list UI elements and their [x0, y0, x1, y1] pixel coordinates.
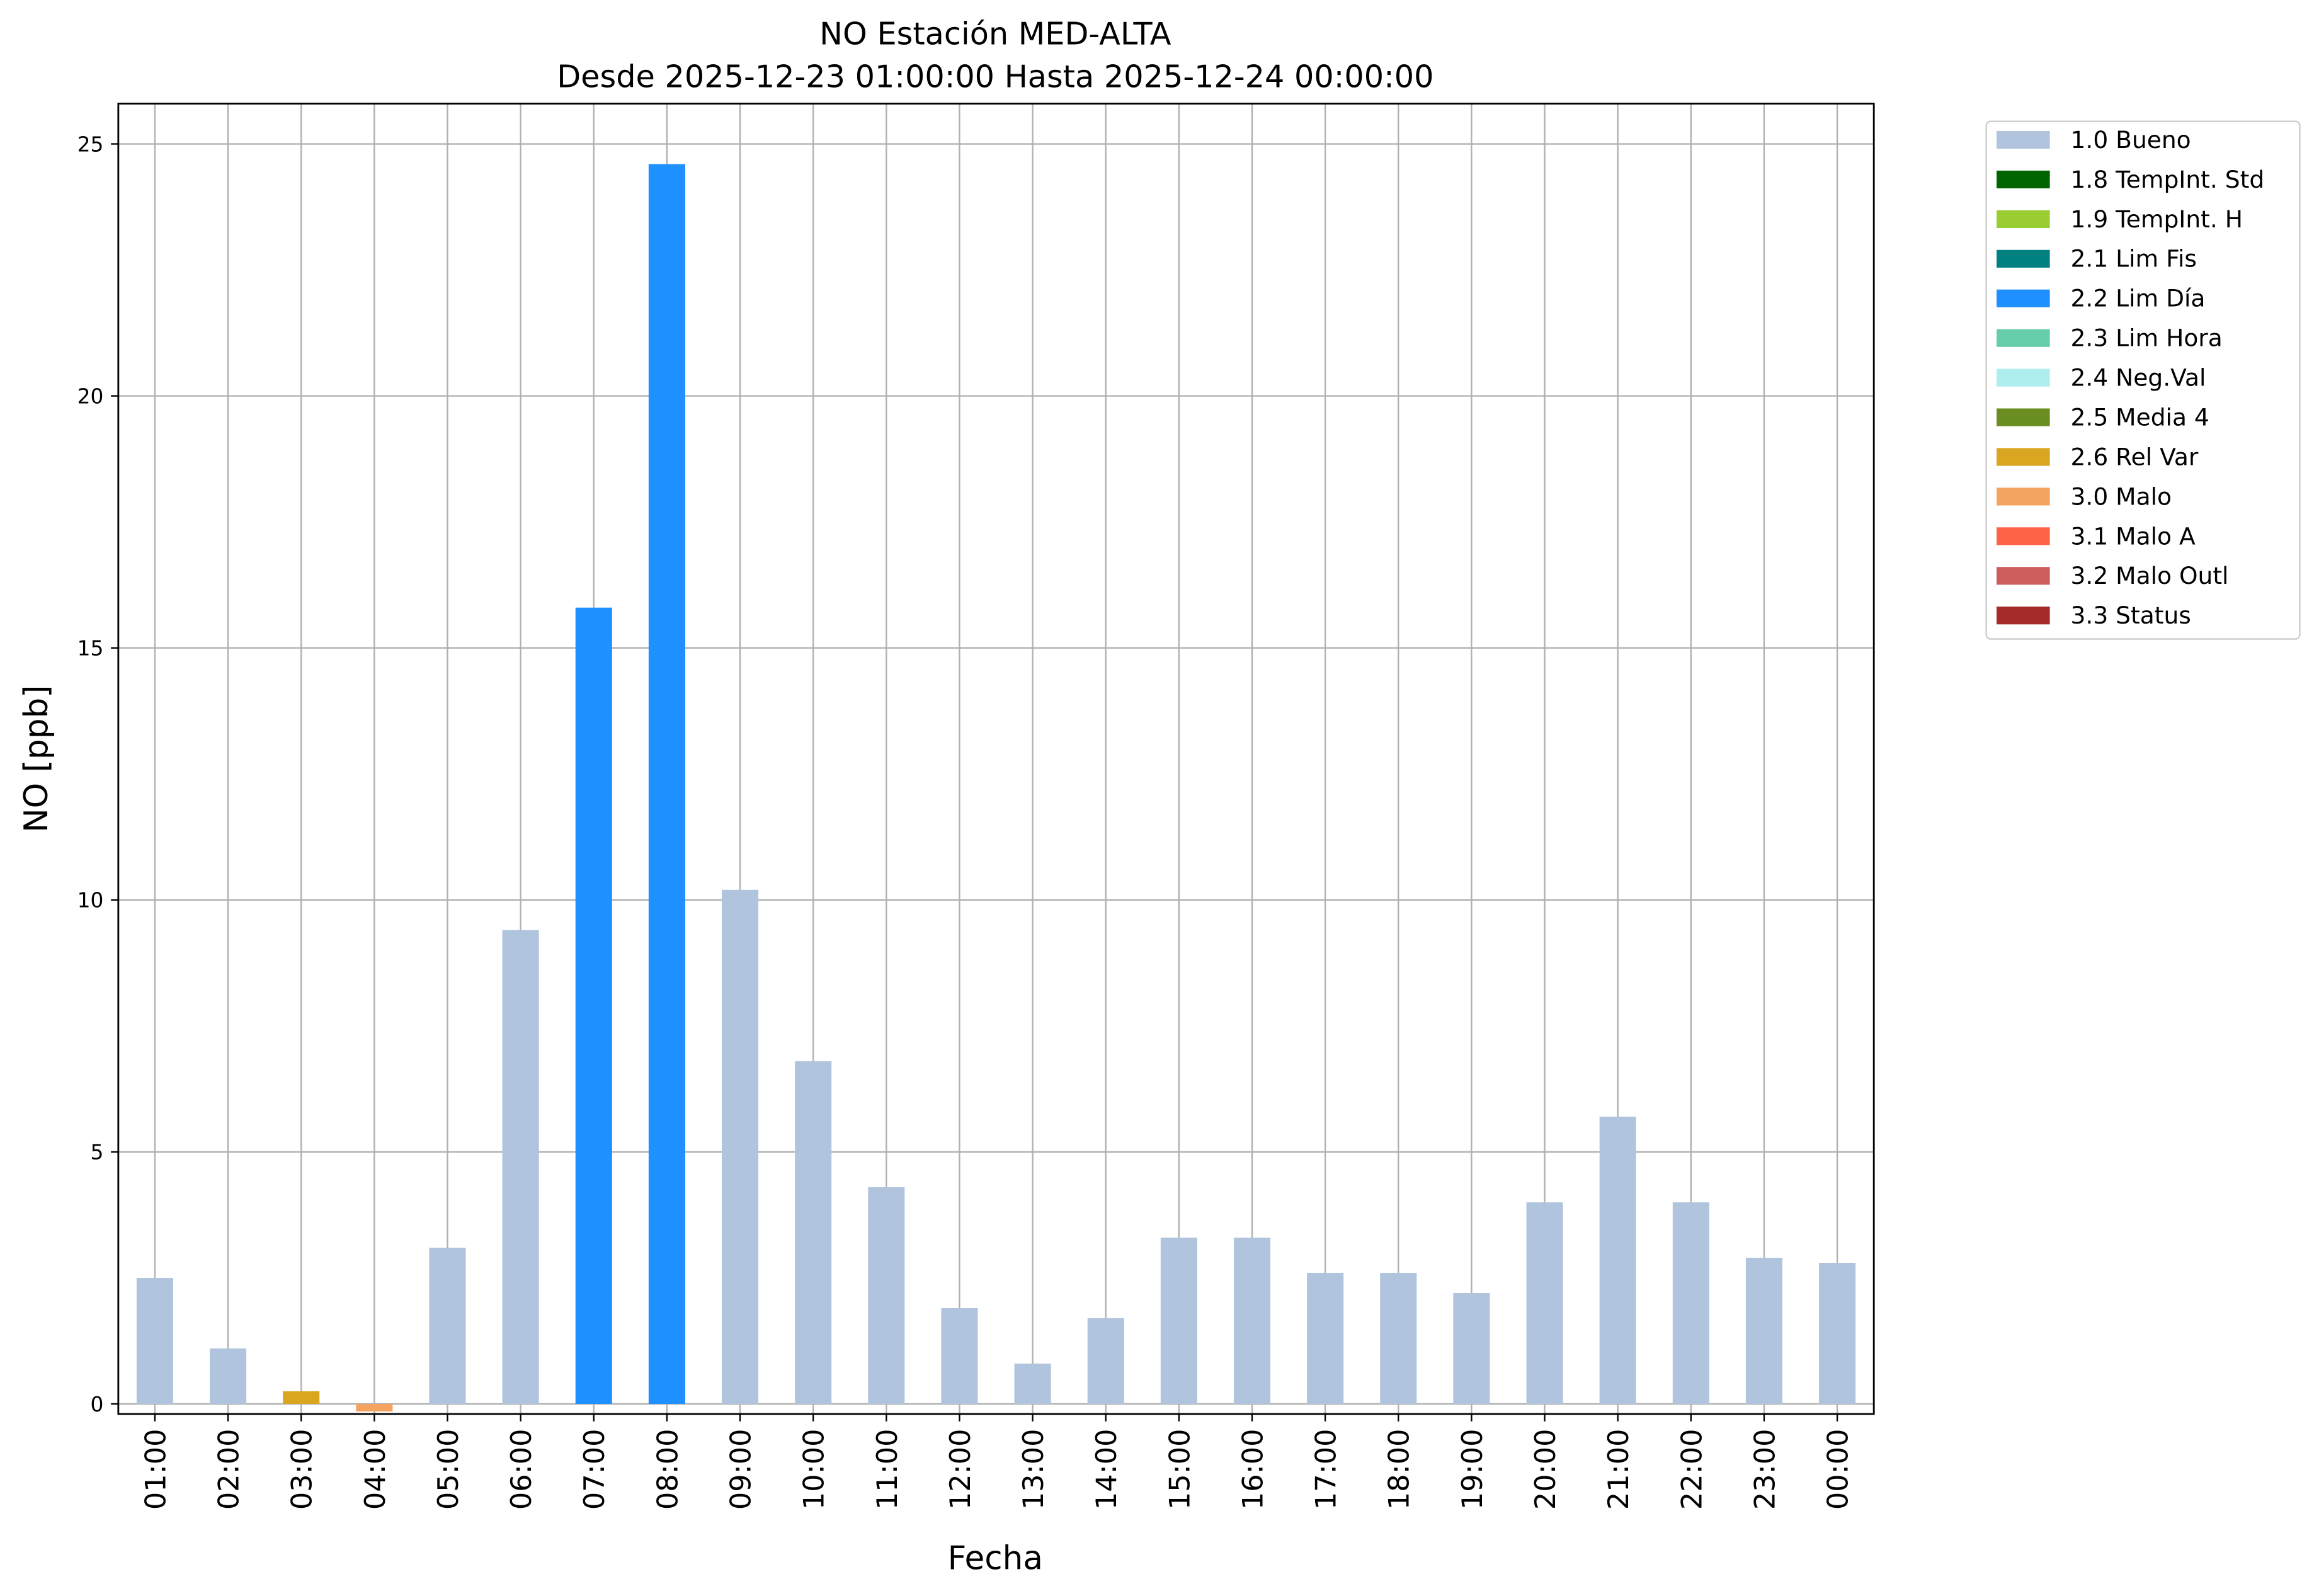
bar [1160, 1237, 1197, 1405]
legend-label: 2.1 Lim Fis [2071, 245, 2197, 273]
bars [136, 164, 1856, 1412]
bar [795, 1061, 832, 1405]
legend-label: 1.8 TempInt. Std [2071, 166, 2265, 193]
x-tick-label: 20:00 [1529, 1429, 1562, 1510]
legend-swatch [1997, 408, 2050, 426]
x-tick-label: 03:00 [286, 1429, 319, 1510]
bar [502, 930, 539, 1405]
legend-label: 2.4 Neg.Val [2071, 364, 2206, 392]
legend-swatch [1997, 487, 2050, 506]
x-tick-label: 22:00 [1675, 1429, 1708, 1510]
bar [210, 1348, 247, 1405]
legend-swatch [1997, 329, 2050, 347]
x-axis-label: Fecha [948, 1540, 1043, 1578]
chart-subtitle: Desde 2025-12-23 01:00:00 Hasta 2025-12-… [557, 59, 1433, 95]
bar [1453, 1292, 1490, 1405]
legend-label: 3.0 Malo [2071, 482, 2172, 510]
legend-swatch [1997, 130, 2050, 149]
bar [1672, 1202, 1709, 1405]
bar [868, 1187, 905, 1405]
legend-swatch [1997, 210, 2050, 228]
x-tick-label: 21:00 [1602, 1429, 1635, 1510]
x-tick-label: 10:00 [798, 1429, 831, 1510]
legend-label: 2.5 Media 4 [2071, 403, 2209, 431]
axes: 0 5 10 15 20 25 01:00 02:00 03:00 04:00 05:00 06:00… [77, 132, 1855, 1510]
x-tick-label: 14:00 [1090, 1429, 1123, 1510]
y-tick-label: 10 [77, 888, 104, 913]
x-tick-label: 09:00 [724, 1429, 757, 1510]
y-tick-label: 0 [90, 1392, 103, 1416]
y-tick-label: 15 [77, 636, 104, 660]
x-tick-label: 19:00 [1456, 1429, 1489, 1510]
x-tick-label: 06:00 [505, 1429, 538, 1510]
x-tick-label: 12:00 [944, 1429, 977, 1510]
chart-title: NO Estación MED-ALTA [819, 16, 1171, 52]
legend-label: 3.1 Malo A [2071, 522, 2196, 550]
y-tick-label: 5 [90, 1140, 103, 1165]
plot-frame [117, 103, 1875, 1415]
x-tick-label: 15:00 [1163, 1429, 1196, 1510]
bar [1819, 1262, 1856, 1405]
legend-swatch [1997, 249, 2050, 268]
y-tick-label: 20 [77, 384, 104, 408]
x-tick-label: 01:00 [139, 1429, 172, 1510]
legend-label: 1.9 TempInt. H [2071, 205, 2243, 233]
bar [283, 1391, 320, 1405]
x-tick-label: 13:00 [1017, 1429, 1050, 1510]
bar [136, 1277, 173, 1405]
x-tick-label: 08:00 [651, 1429, 684, 1510]
legend-swatch [1997, 289, 2050, 307]
x-tick-label: 11:00 [871, 1429, 904, 1510]
x-tick-label: 23:00 [1748, 1429, 1781, 1510]
legend-label: 3.2 Malo Outl [2071, 562, 2229, 590]
bar [941, 1308, 978, 1405]
x-tick-label: 18:00 [1383, 1429, 1416, 1510]
legend-label: 2.3 Lim Hora [2071, 324, 2223, 352]
y-axis-label: NO [ppb] [18, 685, 55, 833]
x-tick-label: 02:00 [213, 1429, 246, 1510]
bar [1307, 1272, 1344, 1405]
x-tick-label: 05:00 [432, 1429, 465, 1510]
legend-swatch [1997, 368, 2050, 387]
bar [429, 1247, 466, 1405]
legend: 1.0 Bueno 1.8 TempInt. Std 1.9 TempInt. H 2… [1997, 126, 2264, 629]
x-tick-label: 04:00 [359, 1429, 392, 1510]
bar [1599, 1116, 1636, 1405]
bar [722, 889, 759, 1405]
bar [1014, 1364, 1051, 1405]
y-tick-label: 25 [77, 132, 104, 156]
bar [1380, 1272, 1417, 1405]
x-tick-label: 16:00 [1236, 1429, 1269, 1510]
legend-label: 2.6 Rel Var [2071, 443, 2199, 470]
legend-box [1985, 120, 2301, 640]
x-tick-label: 00:00 [1822, 1429, 1855, 1510]
legend-swatch [1997, 170, 2050, 189]
legend-label: 2.2 Lim Día [2071, 285, 2206, 312]
legend-swatch [1997, 567, 2050, 585]
bar [648, 164, 685, 1405]
bar [575, 607, 612, 1405]
bar [356, 1404, 393, 1412]
bar [1745, 1257, 1783, 1405]
bar [1526, 1202, 1563, 1405]
x-tick-label: 07:00 [578, 1429, 611, 1510]
legend-swatch [1997, 527, 2050, 545]
legend-swatch [1997, 607, 2050, 625]
bar [1233, 1237, 1271, 1405]
legend-swatch [1997, 448, 2050, 466]
bar [1087, 1318, 1124, 1405]
legend-label: 3.3 Status [2071, 601, 2191, 629]
x-tick-label: 17:00 [1310, 1429, 1343, 1510]
legend-label: 1.0 Bueno [2071, 126, 2191, 154]
